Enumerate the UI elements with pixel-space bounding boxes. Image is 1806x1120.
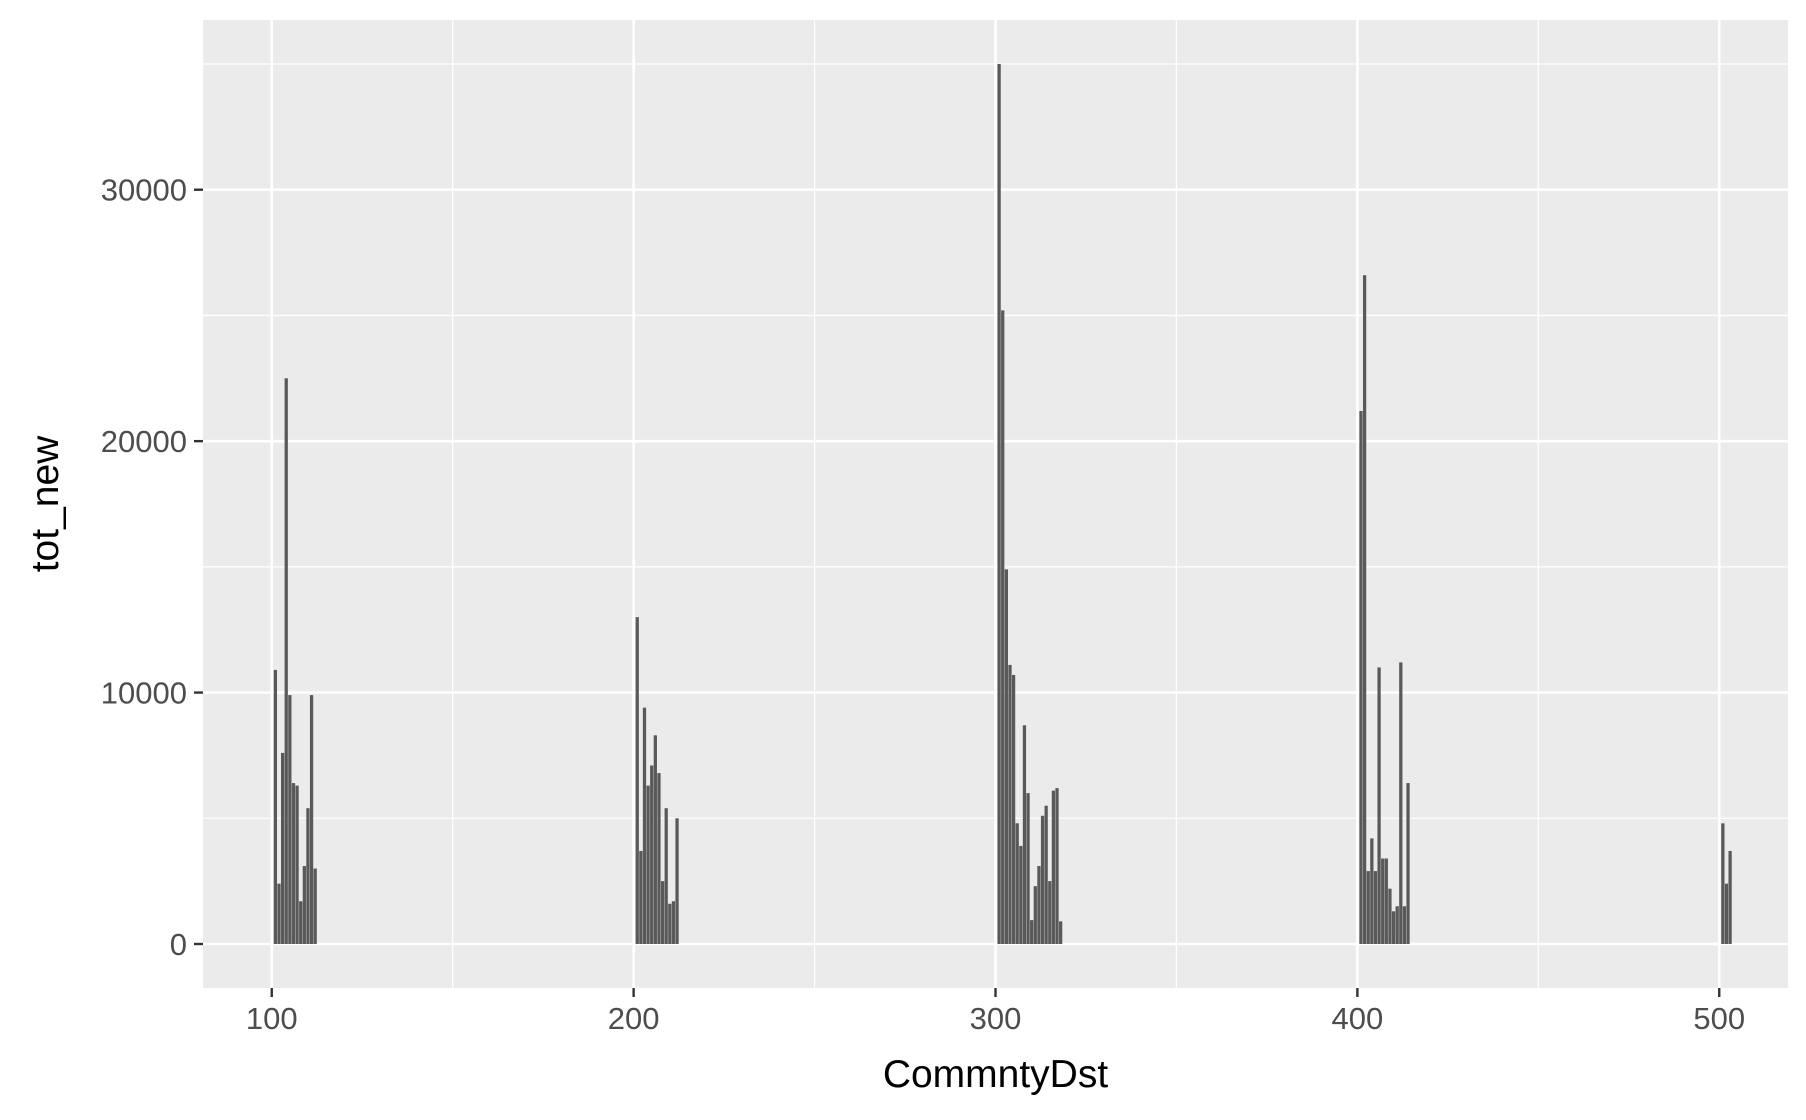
bar — [1384, 858, 1388, 944]
bars — [273, 64, 1732, 944]
bar — [1004, 569, 1008, 944]
bar — [1033, 886, 1037, 944]
bar — [1055, 788, 1059, 944]
bar — [1044, 805, 1048, 944]
x-tick-label: 500 — [1693, 1001, 1745, 1036]
major-gridlines — [203, 20, 1788, 988]
bar — [639, 850, 643, 944]
bar — [1724, 883, 1729, 944]
y-tick-label: 30000 — [101, 173, 187, 208]
bar — [1359, 410, 1363, 944]
x-tick-label: 300 — [970, 1001, 1022, 1036]
y-tick-label: 10000 — [101, 676, 187, 711]
y-tick-label: 0 — [170, 927, 187, 962]
bar — [1362, 275, 1367, 944]
bar — [675, 818, 679, 944]
y-axis-title: tot_new — [24, 435, 67, 572]
bar — [646, 785, 650, 944]
bar — [1406, 783, 1410, 944]
bar — [1026, 793, 1030, 944]
bar — [1395, 906, 1399, 944]
bar — [1373, 871, 1378, 944]
bar — [1370, 838, 1374, 944]
bar — [653, 735, 657, 944]
bar — [1001, 310, 1005, 944]
bar — [309, 695, 314, 944]
bar — [299, 901, 303, 944]
bar — [650, 765, 654, 944]
y-tick-label: 20000 — [101, 424, 187, 459]
tick-labels: 100 200 300 400 500 0 10000 20000 30000 — [101, 173, 1745, 1036]
bar — [302, 866, 306, 944]
bar — [1399, 662, 1403, 944]
bar — [997, 64, 1001, 944]
bar — [288, 695, 292, 944]
bar — [671, 901, 676, 944]
bar — [313, 868, 317, 944]
x-axis-title: CommntyDst — [883, 1053, 1109, 1096]
bar — [668, 903, 672, 944]
bar — [1051, 790, 1056, 944]
bar — [277, 883, 281, 944]
axis-ticks — [194, 188, 1721, 997]
bar — [1015, 823, 1019, 944]
bar — [1048, 881, 1052, 944]
bar — [306, 808, 310, 944]
bar — [1377, 667, 1381, 944]
bar — [1391, 911, 1396, 944]
bar — [1721, 823, 1725, 944]
x-tick-label: 200 — [608, 1001, 660, 1036]
bar — [295, 785, 299, 944]
x-tick-label: 400 — [1332, 1001, 1384, 1036]
bar — [1008, 664, 1012, 944]
bar — [1030, 920, 1034, 944]
bar — [1037, 866, 1041, 944]
bar — [1059, 921, 1063, 944]
bar — [660, 881, 665, 944]
bar — [657, 773, 661, 944]
bar — [1366, 871, 1370, 944]
bar — [664, 808, 668, 944]
bar — [1402, 906, 1407, 944]
bar — [1388, 888, 1392, 944]
bar — [635, 617, 639, 944]
bar — [284, 378, 288, 944]
bar — [1381, 858, 1385, 944]
bar — [1040, 815, 1045, 944]
bar — [1022, 725, 1027, 944]
bar — [1019, 845, 1023, 944]
bar — [1011, 674, 1016, 944]
bar — [273, 669, 278, 944]
x-tick-label: 100 — [246, 1001, 298, 1036]
bar — [291, 783, 296, 944]
bar — [280, 752, 285, 944]
bar — [1728, 850, 1732, 944]
bar — [642, 707, 647, 944]
